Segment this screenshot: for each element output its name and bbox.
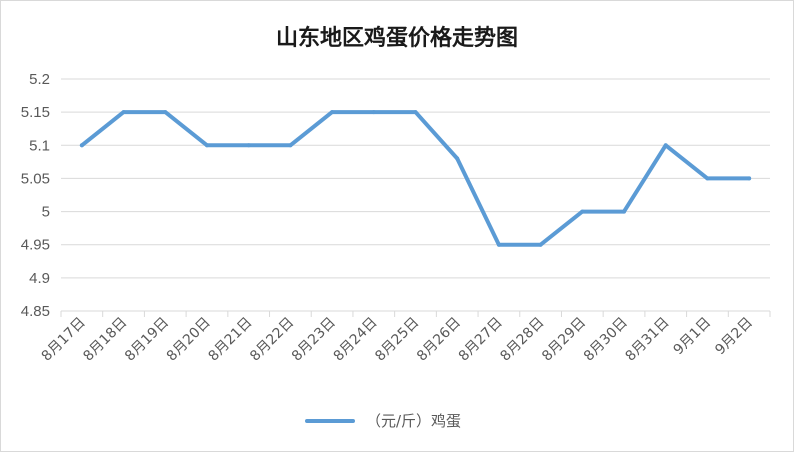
x-tick-label: 8月18日 (80, 315, 130, 365)
data-point (413, 110, 418, 115)
data-point (705, 176, 710, 181)
x-axis-ticks: 8月17日8月18日8月19日8月20日8月21日8月22日8月23日8月24日… (39, 311, 771, 365)
data-point (330, 110, 335, 115)
data-point (163, 110, 168, 115)
x-tick-label: 9月1日 (671, 315, 715, 359)
data-point (538, 242, 543, 247)
x-tick-label: 8月26日 (414, 315, 464, 365)
chart-title: 山东地区鸡蛋价格走势图 (276, 25, 518, 51)
x-tick-label: 8月21日 (205, 315, 255, 365)
x-tick-label: 8月23日 (289, 315, 339, 365)
x-tick-label: 8月29日 (539, 315, 589, 365)
data-point (622, 209, 627, 214)
data-point (747, 176, 752, 181)
legend[interactable]: （元/斤）鸡蛋 (305, 412, 461, 430)
data-point (79, 143, 84, 148)
legend-label: （元/斤）鸡蛋 (366, 412, 461, 430)
data-point (204, 143, 209, 148)
x-tick-label: 8月24日 (331, 315, 381, 365)
y-tick-label: 5.1 (29, 137, 50, 154)
data-point (246, 143, 251, 148)
x-tick-label: 8月20日 (164, 315, 214, 365)
y-tick-label: 4.95 (21, 237, 50, 254)
data-point (580, 209, 585, 214)
data-point (121, 110, 126, 115)
gridlines (61, 78, 770, 312)
y-tick-label: 5.05 (21, 170, 50, 187)
data-point (663, 143, 668, 148)
series-layer (79, 110, 752, 247)
x-tick-label: 9月2日 (712, 315, 756, 359)
y-axis-ticks: 4.85 4.9 4.95 5 5.05 5.1 5.15 5.2 (21, 71, 50, 320)
x-tick-label: 8月27日 (456, 315, 506, 365)
x-tick-label: 8月19日 (122, 315, 172, 365)
y-tick-label: 4.85 (21, 303, 50, 320)
y-tick-label: 5.15 (21, 104, 50, 121)
data-point (288, 143, 293, 148)
x-tick-label: 8月28日 (497, 315, 547, 365)
y-tick-label: 5 (42, 204, 50, 221)
x-tick-label: 8月31日 (623, 315, 673, 365)
x-tick-label: 8月22日 (247, 315, 297, 365)
x-tick-label: 8月30日 (581, 315, 631, 365)
y-tick-label: 4.9 (29, 270, 50, 287)
data-point (371, 110, 376, 115)
data-point (496, 242, 501, 247)
x-tick-label: 8月25日 (372, 315, 422, 365)
y-tick-label: 5.2 (29, 71, 50, 88)
data-point (455, 156, 460, 161)
x-tick-label: 8月17日 (39, 315, 89, 365)
